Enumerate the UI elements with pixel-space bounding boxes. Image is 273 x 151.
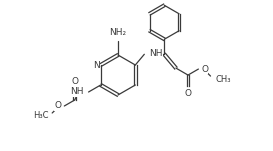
Text: NH: NH [149, 49, 163, 58]
Text: O: O [71, 77, 78, 86]
Text: O: O [54, 101, 61, 111]
Text: O: O [201, 65, 208, 74]
Text: NH: NH [70, 87, 84, 96]
Text: N: N [93, 61, 100, 69]
Text: H₃C: H₃C [33, 111, 48, 120]
Text: CH₃: CH₃ [215, 75, 231, 84]
Text: O: O [185, 89, 192, 98]
Text: NH₂: NH₂ [109, 28, 127, 37]
